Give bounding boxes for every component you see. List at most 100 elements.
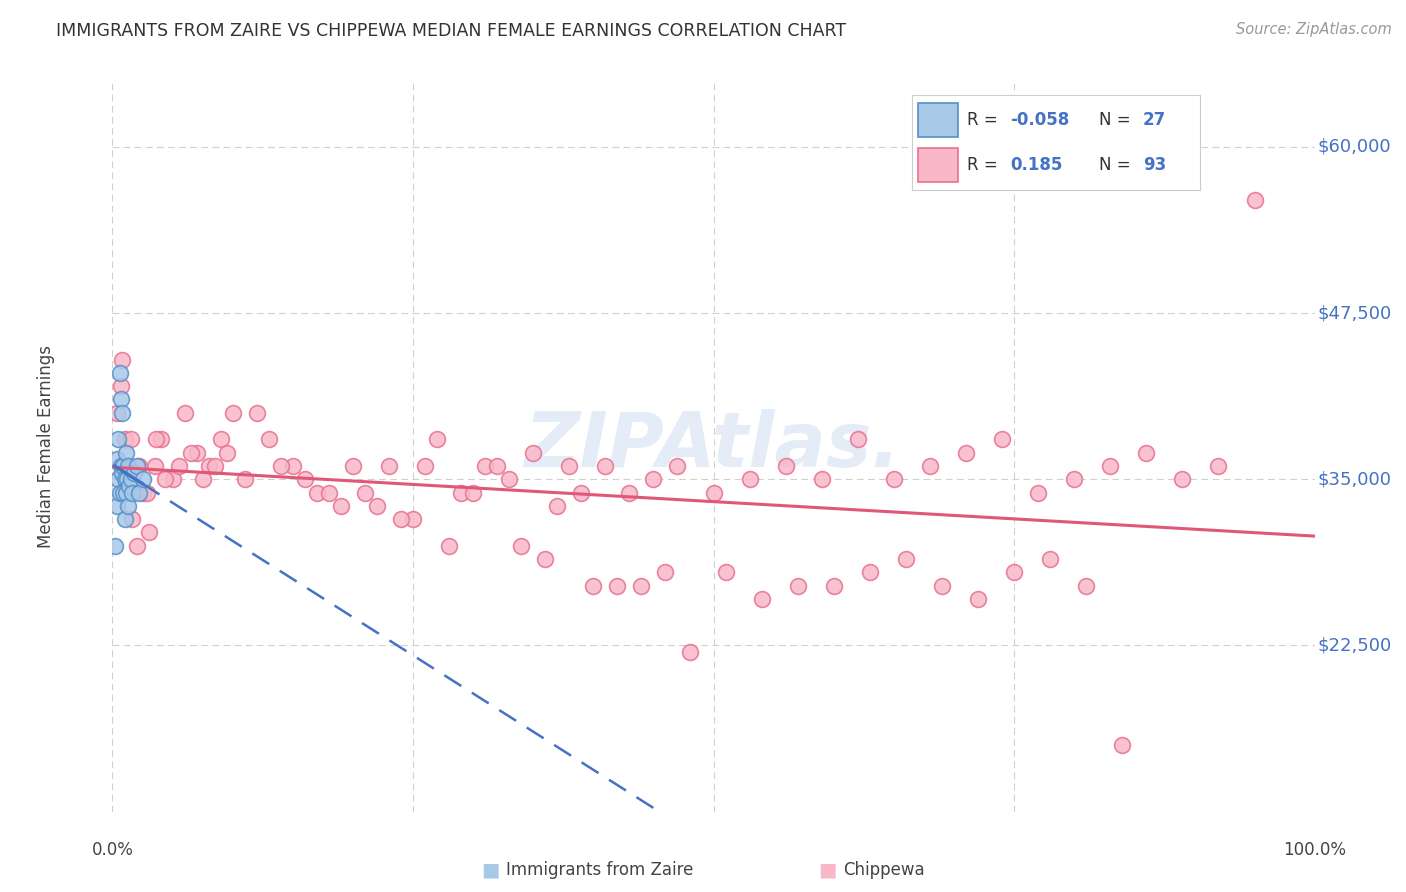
Point [522,445,544,459]
Text: 93: 93 [1143,156,1166,174]
Point [426,433,449,447]
Text: $47,500: $47,500 [1317,304,1392,322]
Point [117,458,139,473]
Point [294,472,316,486]
Text: Immigrants from Zaire: Immigrants from Zaire [506,861,693,879]
Point [111,352,134,367]
Point [191,472,214,486]
Point [366,499,388,513]
Point [883,472,905,486]
Text: -0.058: -0.058 [1010,111,1069,128]
Point [1208,458,1230,473]
Point [654,566,676,580]
Point [619,485,641,500]
Point [486,458,509,473]
Point [378,458,401,473]
Text: 0.0%: 0.0% [91,841,134,859]
Point [546,499,568,513]
Point [233,472,256,486]
Point [666,458,689,473]
Point [281,458,304,473]
Point [257,433,280,447]
Point [107,472,129,486]
Point [1171,472,1194,486]
Point [122,466,145,480]
Point [643,472,665,486]
FancyBboxPatch shape [918,148,957,182]
Point [114,512,136,526]
Text: $22,500: $22,500 [1317,637,1392,655]
Point [209,433,232,447]
Point [111,466,134,480]
Point [105,406,128,420]
Text: Median Female Earnings: Median Female Earnings [38,344,55,548]
Text: R =: R = [967,156,1008,174]
Point [149,433,172,447]
Point [582,579,605,593]
Text: R =: R = [967,111,1002,128]
Point [136,485,159,500]
Point [630,579,652,593]
Point [110,458,132,473]
Point [111,406,134,420]
Point [112,458,135,473]
Point [143,458,166,473]
Point [1002,566,1025,580]
Point [305,485,328,500]
Point [107,433,129,447]
Point [389,512,412,526]
Text: ■: ■ [818,860,837,880]
Point [117,458,139,473]
Text: Source: ZipAtlas.com: Source: ZipAtlas.com [1236,22,1392,37]
Text: ZIPAtlas.: ZIPAtlas. [526,409,901,483]
Point [450,485,472,500]
Point [138,525,160,540]
Text: N =: N = [1099,111,1136,128]
Point [1063,472,1085,486]
Point [775,458,797,473]
Point [474,458,496,473]
Point [114,445,136,459]
Point [595,458,617,473]
Point [955,445,977,459]
Text: $60,000: $60,000 [1317,137,1391,156]
Point [110,379,132,393]
Text: 100.0%: 100.0% [1284,841,1346,859]
Point [131,485,153,500]
Point [105,499,128,513]
Point [222,406,245,420]
Point [534,552,557,566]
Point [714,566,737,580]
Point [204,458,226,473]
Point [118,479,141,493]
Point [991,433,1014,447]
Point [498,472,520,486]
Point [108,366,131,380]
Point [108,485,131,500]
Point [558,458,581,473]
Text: 0.185: 0.185 [1010,156,1063,174]
Point [931,579,953,593]
Text: ■: ■ [481,860,499,880]
Point [215,445,238,459]
Point [1026,485,1049,500]
Point [810,472,832,486]
Point [105,452,128,467]
Point [114,485,136,500]
Point [918,458,941,473]
Point [1099,458,1122,473]
Point [145,433,167,447]
Point [569,485,592,500]
Text: N =: N = [1099,156,1136,174]
Point [329,499,352,513]
Point [115,472,138,486]
Point [606,579,628,593]
Text: $35,000: $35,000 [1317,470,1391,488]
Point [510,539,533,553]
Point [738,472,761,486]
Point [121,485,143,500]
Point [167,458,190,473]
Point [120,472,142,486]
Point [967,591,990,606]
Point [125,458,148,473]
